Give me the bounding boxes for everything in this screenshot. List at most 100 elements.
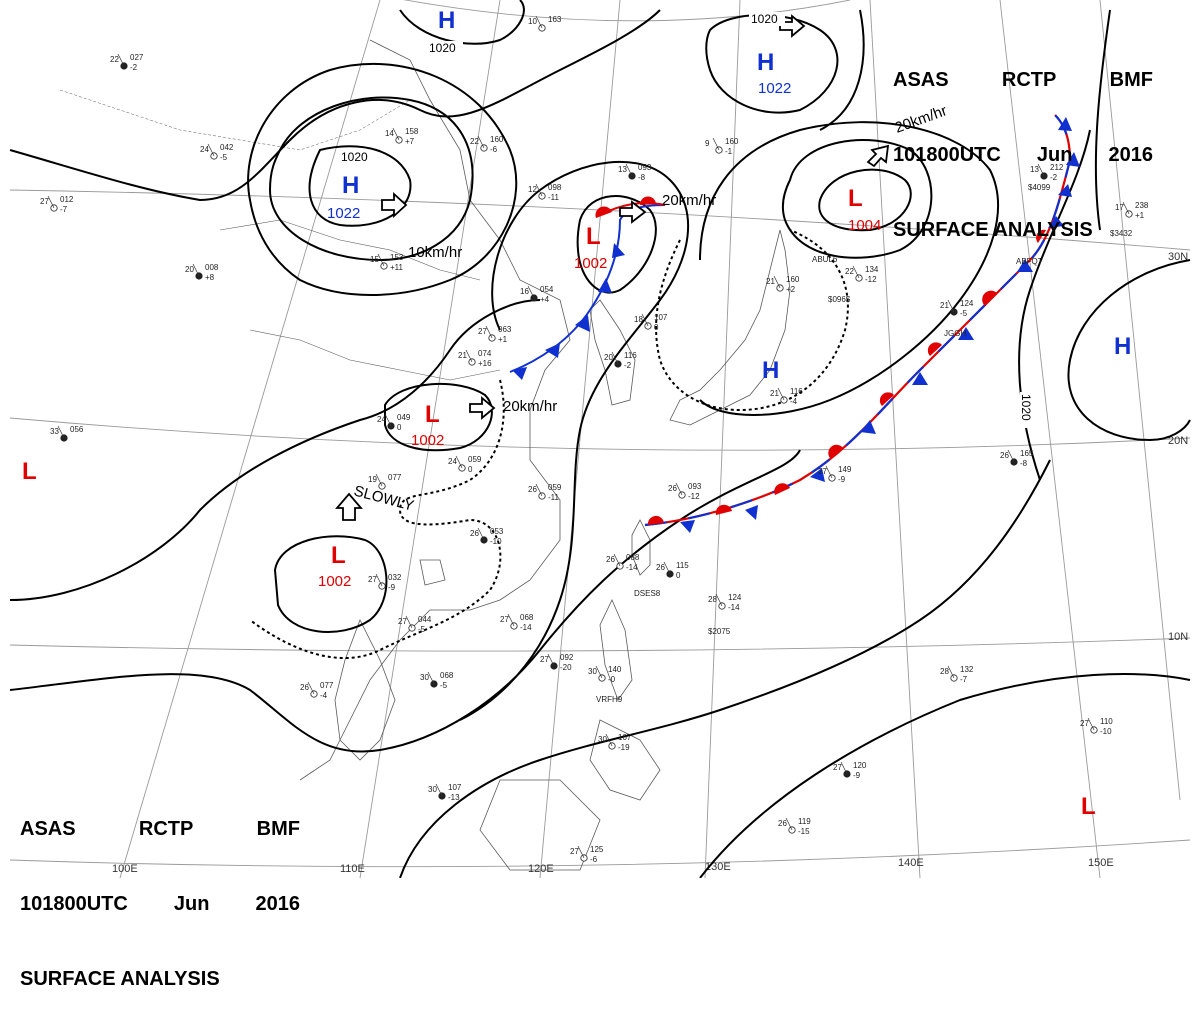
low-center-letter: L [22, 458, 37, 485]
header-bottom: ASAS RCTP BMF 101800UTC Jun 2016 SURFACE… [20, 767, 300, 1017]
station-pressure: 107 [654, 313, 668, 322]
motion-label-korea-low: 20km/hr [662, 192, 716, 209]
isobar-ring-h1022-inner [308, 145, 412, 227]
station-tendency: -2 [130, 63, 138, 72]
station-plot: 27 063+1 [478, 325, 512, 344]
latitude-line-0 [9, 839, 1191, 868]
station-pressure: 059 [548, 483, 562, 492]
wind-barb [1087, 717, 1095, 731]
header-title: SURFACE ANALYSIS [893, 219, 1093, 241]
station-pressure: 132 [960, 665, 974, 674]
stationary-barb [1058, 184, 1072, 197]
ship-ids: ABUL6 ABFQT JGGH $4099 $3432 $096$ DSES8 $2075 V… [596, 183, 1133, 704]
cold-front-barbs [512, 117, 1080, 533]
low-center-letter: L [425, 401, 440, 428]
ship-id: VRFH9 [596, 695, 623, 704]
station-plot: 13 212-2 [1030, 163, 1064, 182]
station-plot: 27 012-7 [40, 195, 74, 214]
station-plot: 17 238+1 [1115, 201, 1149, 220]
wind-barb [547, 653, 555, 667]
station-temperature: 22 [470, 137, 479, 146]
wind-barb [712, 137, 720, 151]
wind-barb [535, 183, 543, 197]
isobar-bottom-right [699, 673, 1191, 878]
station-plot: 26 165-8 [1000, 449, 1034, 468]
station-temperature: 26 [668, 484, 677, 493]
header-top: ASAS RCTP BMF 101800UTC Jun 2016 SURFACE… [893, 18, 1153, 268]
station-tendency: -5 [220, 153, 228, 162]
station-pressure: 115 [676, 561, 689, 570]
low-center-letter: L [848, 185, 863, 212]
low-center-letter: L [1081, 793, 1096, 820]
isobar-l1002-korea [576, 195, 657, 294]
header-title: SURFACE ANALYSIS [20, 968, 220, 990]
wind-barb [641, 313, 649, 327]
pressure-systems: H 1022 H 1022 H H H L 1002 L 1004 L 1002… [22, 7, 1131, 820]
header-code: BMF [256, 818, 300, 840]
ship-id: $096$ [828, 295, 851, 304]
isobar-s-curve-central [459, 160, 690, 721]
wind-barb [465, 349, 473, 363]
station-plot: 27 120-9 [833, 761, 867, 780]
station-pressure: 054 [540, 285, 554, 294]
station-pressure: 093 [688, 482, 702, 491]
station-tendency: -8 [1020, 459, 1028, 468]
coastline-philippines-south [589, 719, 661, 801]
station-temperature: 27 [398, 617, 407, 626]
station-temperature: 22 [845, 267, 854, 276]
header-office: RCTP [138, 818, 194, 840]
station-pressure: 063 [498, 325, 512, 334]
station-tendency: -9 [853, 771, 861, 780]
station-pressure: 116 [624, 351, 637, 360]
station-temperature: 27 [478, 327, 487, 336]
station-tendency: -5 [960, 309, 968, 318]
station-plot: 26 119-15 [778, 817, 811, 836]
station-pressure: 093 [638, 163, 652, 172]
motion-arrow-top-h [779, 14, 806, 38]
station-pressure: 088 [626, 553, 640, 562]
station-temperature: 13 [1030, 165, 1039, 174]
cold-front-barb [512, 367, 527, 380]
station-plot: 20 116-2 [604, 351, 637, 370]
station-pressure: 012 [60, 195, 74, 204]
station-temperature: 26 [778, 819, 787, 828]
station-temperature: 20 [604, 353, 613, 362]
station-temperature: 16 [520, 287, 529, 296]
grid-labels: 30N 20N 10N 100E 110E 120E 130E 140E 150… [112, 251, 1188, 875]
station-temperature: 17 [1115, 203, 1124, 212]
station-tendency: +8 [205, 273, 215, 282]
isobar-l1004-outer [781, 139, 933, 259]
station-pressure: 049 [397, 413, 411, 422]
lon-label-100e: 100E [112, 863, 138, 875]
station-tendency: -9 [388, 583, 396, 592]
station-temperature: 21 [766, 277, 775, 286]
lon-label-110e: 110E [340, 863, 365, 875]
coastline-hainan [419, 559, 446, 586]
station-tendency: -14 [728, 603, 740, 612]
coastline-japan [669, 229, 791, 426]
motion-arrows [335, 14, 890, 521]
station-plot: 27 149-9 [818, 465, 852, 484]
station-plot: 20 008+8 [185, 263, 219, 282]
motion-arrow-korea-low [619, 200, 647, 224]
wind-barb [1007, 449, 1015, 463]
isobar-lower-center [399, 459, 1051, 878]
wind-barb [207, 143, 215, 157]
low-center-value: 1002 [574, 255, 607, 272]
stationary-barb [745, 505, 758, 520]
station-temperature: 26 [300, 683, 309, 692]
map-background [0, 0, 1200, 878]
station-plot: 27 068-14 [500, 613, 534, 632]
river-yellow [219, 219, 481, 281]
wind-barb [625, 163, 633, 177]
wind-barb [611, 351, 619, 365]
stationary-barb [680, 520, 695, 533]
station-pressure: 044 [418, 615, 432, 624]
station-pressure: 125 [590, 845, 604, 854]
stationary-barb [1058, 117, 1072, 131]
station-temperature: 28 [940, 667, 949, 676]
station-temperature: 13 [618, 165, 627, 174]
station-temperature: 27 [833, 763, 842, 772]
station-tendency: -2 [624, 361, 632, 370]
